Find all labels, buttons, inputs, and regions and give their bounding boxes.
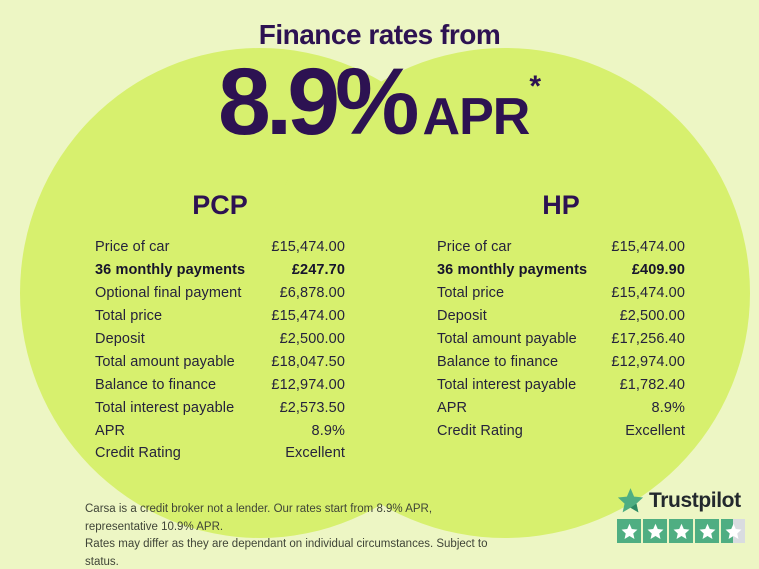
table-row: Price of car £15,474.00 <box>95 236 345 259</box>
row-label: Total amount payable <box>437 331 577 347</box>
row-label: Total interest payable <box>95 399 235 416</box>
table-row: Deposit £2,500.00 <box>95 328 345 351</box>
row-value: £2,500.00 <box>279 331 345 347</box>
row-value: £15,474.00 <box>611 239 685 256</box>
table-row: Total price £15,474.00 <box>437 282 685 305</box>
hp-table: Price of car £15,474.00 36 monthly payment… <box>437 236 685 442</box>
row-value: £15,474.00 <box>611 285 685 302</box>
row-label: Total price <box>437 285 505 302</box>
row-label: APR <box>95 422 126 439</box>
disclaimer-line1: Carsa is a credit broker not a lender. O… <box>85 503 433 533</box>
table-row: 36 monthly payments £409.90 <box>437 259 685 282</box>
row-value: £6,878.00 <box>279 285 345 302</box>
table-row: APR 8.9% <box>95 419 345 442</box>
row-value: £1,782.40 <box>619 376 685 393</box>
row-value: £17,256.40 <box>611 331 685 347</box>
full-star-icon <box>669 519 693 543</box>
row-label: Optional final payment <box>95 285 242 302</box>
trustpilot-star-icon <box>617 487 644 514</box>
hp-table-title: HP <box>542 190 580 220</box>
table-row: APR 8.9% <box>437 396 685 419</box>
row-label: Credit Rating <box>437 422 523 439</box>
table-row: Total price £15,474.00 <box>95 305 345 328</box>
table-row: Balance to finance £12,974.00 <box>95 373 345 396</box>
pcp-table: Price of car £15,474.00 36 monthly payment… <box>95 236 345 465</box>
row-value: £15,474.00 <box>271 239 345 256</box>
row-label: Credit Rating <box>95 445 181 462</box>
headline-rate: 8.9% APR* <box>0 52 759 152</box>
rate-value: 8.9% <box>217 49 420 155</box>
row-value: £15,474.00 <box>271 308 345 325</box>
row-label: 36 monthly payments <box>437 262 588 279</box>
row-value: Excellent <box>285 445 345 462</box>
row-label: Total price <box>95 308 163 325</box>
table-row: Balance to finance £12,974.00 <box>437 350 685 373</box>
row-value: £18,047.50 <box>271 353 345 370</box>
table-row: Credit Rating Excellent <box>95 442 345 465</box>
trustpilot-widget[interactable]: Trustpilot <box>617 487 745 543</box>
trustpilot-rating-stars <box>617 519 745 543</box>
table-row: 36 monthly payments £247.70 <box>95 259 345 282</box>
table-row: Deposit £2,500.00 <box>437 305 685 328</box>
disclaimer: Carsa is a credit broker not a lender. O… <box>85 501 505 569</box>
row-label: 36 monthly payments <box>95 262 246 279</box>
row-value: 8.9% <box>651 399 685 416</box>
row-label: Price of car <box>437 239 512 256</box>
row-value: £12,974.00 <box>611 353 685 370</box>
row-value: £409.90 <box>631 262 685 279</box>
full-star-icon <box>695 519 719 543</box>
half-star-icon <box>721 519 745 543</box>
row-value: £2,573.50 <box>279 399 345 416</box>
background-circle-right <box>260 48 750 538</box>
table-row: Credit Rating Excellent <box>437 419 685 442</box>
table-row: Total amount payable £17,256.40 <box>437 328 685 351</box>
rate-asterisk: * <box>529 70 542 103</box>
row-label: Price of car <box>95 239 170 256</box>
table-row: Total interest payable £1,782.40 <box>437 373 685 396</box>
row-label: Deposit <box>95 331 145 347</box>
row-label: Deposit <box>437 308 487 325</box>
banner-title: Finance rates from <box>258 19 501 50</box>
rate-unit: APR <box>422 88 531 146</box>
row-label: APR <box>437 399 468 416</box>
trustpilot-logo: Trustpilot <box>617 487 745 514</box>
table-row: Price of car £15,474.00 <box>437 236 685 259</box>
row-value: Excellent <box>625 422 685 439</box>
row-value: £12,974.00 <box>271 376 345 393</box>
row-value: £2,500.00 <box>619 308 685 325</box>
row-label: Total amount payable <box>95 353 235 370</box>
disclaimer-line2: Rates may differ as they are dependant o… <box>85 538 488 568</box>
trustpilot-brand: Trustpilot <box>649 488 741 512</box>
table-row: Total interest payable £2,573.50 <box>95 396 345 419</box>
row-value: £247.70 <box>291 262 345 279</box>
table-row: Optional final payment £6,878.00 <box>95 282 345 305</box>
row-label: Balance to finance <box>437 353 559 370</box>
row-label: Total interest payable <box>437 376 577 393</box>
full-star-icon <box>617 519 641 543</box>
row-label: Balance to finance <box>95 376 217 393</box>
row-value: 8.9% <box>311 422 345 439</box>
full-star-icon <box>643 519 667 543</box>
pcp-table-title: PCP <box>192 190 248 220</box>
table-row: Total amount payable £18,047.50 <box>95 350 345 373</box>
